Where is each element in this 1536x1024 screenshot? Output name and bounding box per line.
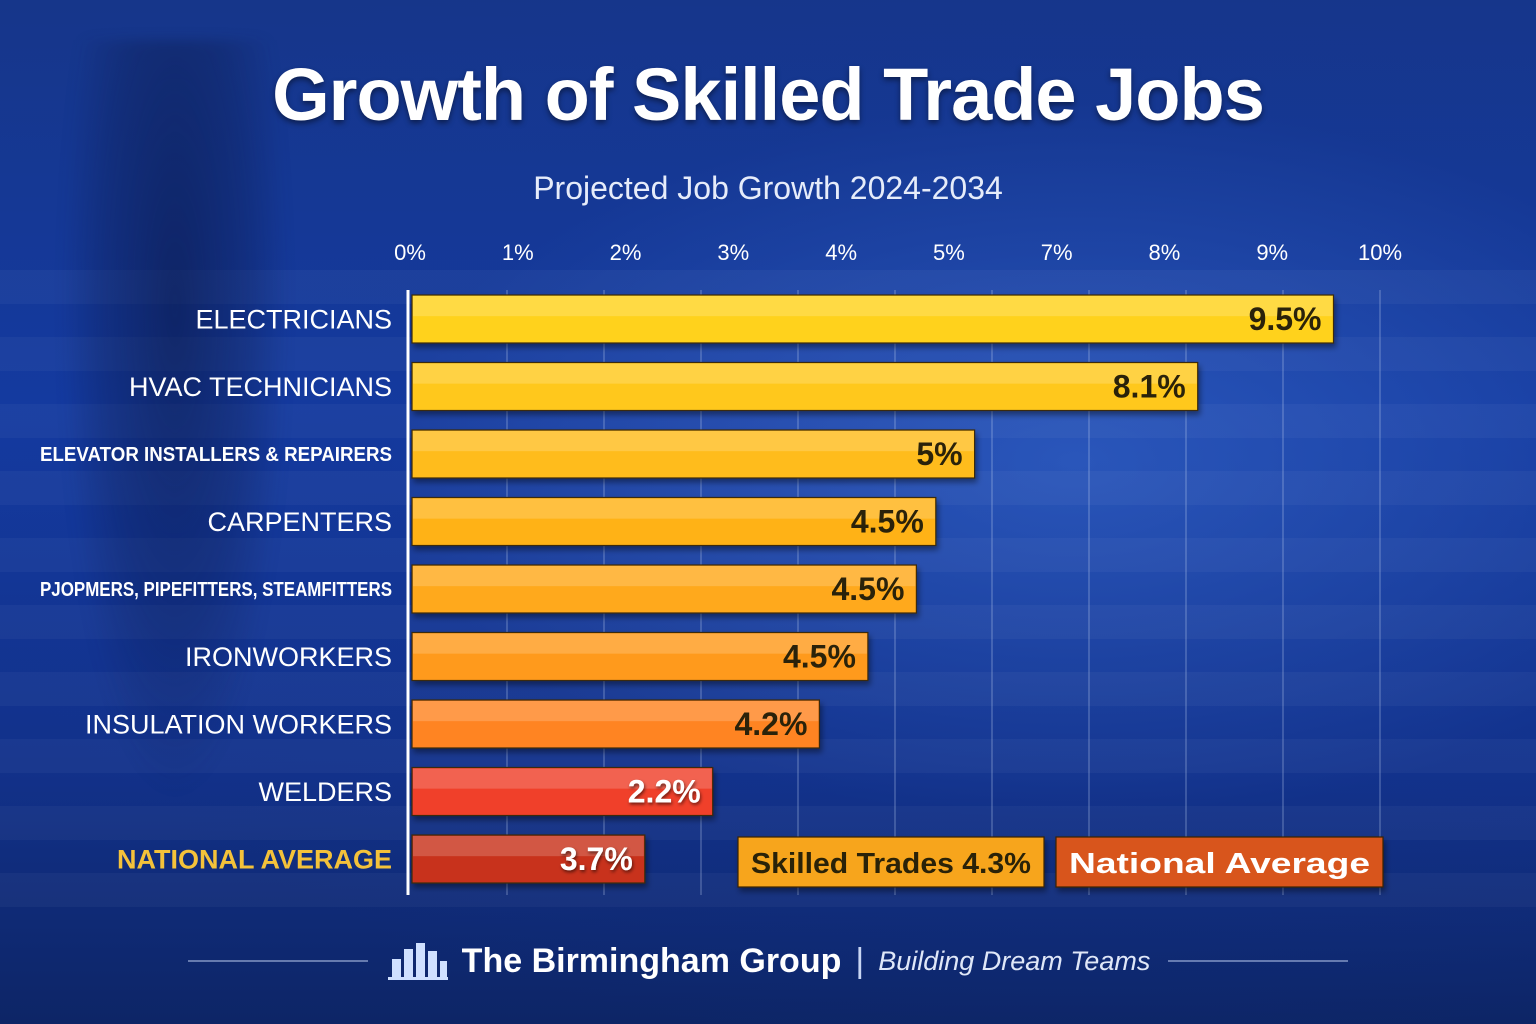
tick-label: 10% bbox=[1358, 240, 1402, 265]
bar-highlight bbox=[413, 633, 867, 654]
legend-swatch bbox=[737, 836, 1045, 888]
data-label: 4.5% bbox=[851, 504, 924, 540]
bar bbox=[411, 834, 646, 884]
bar bbox=[411, 496, 937, 547]
data-label: 3.7% bbox=[560, 841, 633, 877]
tick-label: 3% bbox=[717, 240, 749, 265]
tick-label: 5% bbox=[933, 240, 965, 265]
bar-highlight bbox=[413, 431, 974, 452]
legend-label: National Average bbox=[1069, 848, 1370, 880]
tick-label: 8% bbox=[1149, 240, 1181, 265]
category-label: HVAC TECHNICIANS bbox=[129, 372, 392, 402]
data-label: 8.1% bbox=[1113, 369, 1186, 405]
category-label: PJOPMERS, PIPEFITTERS, STEAMFITTERS bbox=[40, 579, 392, 601]
brand-name: The Birmingham Group bbox=[461, 941, 842, 980]
legend-swatch bbox=[1055, 836, 1384, 888]
bar bbox=[411, 766, 714, 817]
legend-label: Skilled Trades 4.3% bbox=[751, 848, 1031, 880]
category-label: IRONWORKERS bbox=[185, 642, 392, 672]
data-label: 9.5% bbox=[1249, 301, 1322, 337]
bar-highlight bbox=[413, 363, 1197, 384]
x-axis-ticks: 0% 1% 2% 3% 4% 5% 7% 8% 9% 10% bbox=[394, 240, 1402, 265]
bar bbox=[411, 361, 1199, 412]
data-label: 4.2% bbox=[734, 706, 807, 742]
tick-label: 0% bbox=[394, 240, 426, 265]
bar bbox=[411, 294, 1335, 344]
category-label: WELDERS bbox=[258, 777, 392, 807]
building-columns-icon bbox=[387, 943, 448, 980]
data-label: 4.5% bbox=[783, 639, 856, 675]
data-label: 2.2% bbox=[628, 774, 701, 810]
chart-title: Growth of Skilled Trade Jobs bbox=[272, 53, 1265, 136]
tick-label: 4% bbox=[825, 240, 857, 265]
bar bbox=[411, 699, 820, 749]
category-label: INSULATION WORKERS bbox=[85, 710, 392, 740]
footer: The Birmingham Group | Building Dream Te… bbox=[0, 936, 1536, 986]
legend: Skilled Trades 4.3% National Average bbox=[737, 836, 1384, 888]
bar bbox=[411, 564, 917, 614]
category-label: CARPENTERS bbox=[207, 507, 392, 537]
tick-label: 2% bbox=[610, 240, 642, 265]
category-label: NATIONAL AVERAGE bbox=[117, 845, 392, 875]
tick-label: 7% bbox=[1041, 240, 1073, 265]
category-labels: ELECTRICIANS HVAC TECHNICIANS ELEVATOR INS… bbox=[40, 305, 392, 875]
footer-rule-right bbox=[1168, 960, 1349, 962]
bar bbox=[411, 631, 869, 682]
tick-label: 1% bbox=[502, 240, 534, 265]
footer-rule-left bbox=[187, 960, 368, 962]
brand-separator: | bbox=[855, 941, 865, 980]
data-label: 5% bbox=[916, 436, 962, 472]
brand-tagline: Building Dream Teams bbox=[878, 945, 1151, 976]
bar-highlight bbox=[413, 701, 819, 722]
bar-highlight bbox=[413, 836, 644, 857]
category-label: ELEVATOR INSTALLERS & REPAIRERS bbox=[40, 444, 392, 466]
bar-highlight bbox=[413, 768, 712, 789]
bar-highlight bbox=[413, 296, 1333, 317]
data-label: 4.5% bbox=[831, 571, 904, 607]
tick-label: 9% bbox=[1256, 240, 1288, 265]
bar bbox=[411, 429, 976, 479]
chart-subtitle: Projected Job Growth 2024-2034 bbox=[533, 170, 1003, 206]
bar-highlight bbox=[413, 566, 916, 587]
bar-highlight bbox=[413, 498, 935, 519]
category-label: ELECTRICIANS bbox=[195, 305, 392, 335]
bars: 9.5% 8.1% 5% 4.5% 4.5% 4.5% 4.2% 2.2% 3.7% bbox=[411, 294, 1335, 884]
background-worker-silhouette bbox=[60, 40, 290, 800]
